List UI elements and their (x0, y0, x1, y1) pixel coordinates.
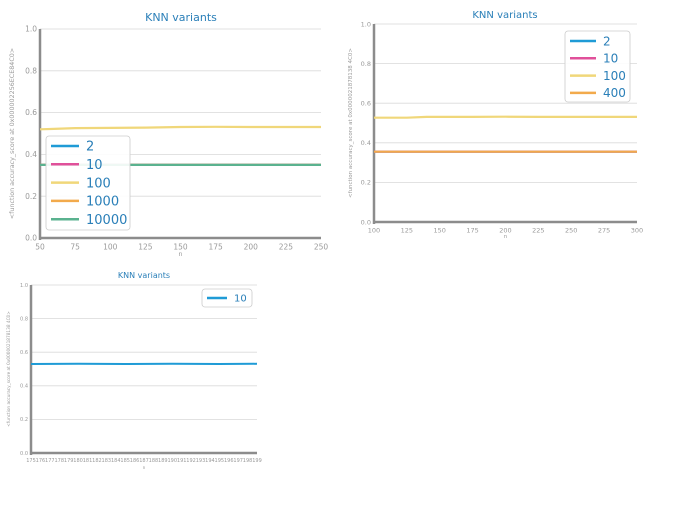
x-tick-label: 125 (401, 227, 413, 235)
x-tick-label: 181 (83, 458, 93, 464)
x-tick-label: 189 (158, 458, 168, 464)
x-tick-label: 175 (26, 458, 36, 464)
legend: 2 10 100 1000 10000 (45, 135, 131, 231)
y-axis-label: <function accuracy_score at 0x0000021878… (348, 48, 354, 198)
legend-label: 2 (603, 34, 611, 48)
y-tick-label: 1.0 (20, 283, 28, 289)
y-tick-label: 0.8 (25, 66, 37, 75)
x-tick-label: 186 (130, 458, 140, 464)
x-tick-label: 275 (598, 227, 610, 235)
series-line-100 (374, 115, 637, 119)
x-tick-label: 192 (186, 458, 196, 464)
x-tick-label: 75 (70, 243, 80, 252)
chart-title: KNN variants (472, 10, 537, 21)
x-tick-label: 194 (205, 458, 215, 464)
x-tick-label: 225 (532, 227, 544, 235)
legend-label: 400 (603, 86, 626, 100)
y-tick-label: 0.4 (20, 384, 28, 390)
x-tick-label: 176 (36, 458, 46, 464)
x-tick-label: 185 (120, 458, 130, 464)
y-tick-label: 0.0 (25, 234, 37, 243)
chart-2: 0.0 0.2 0.4 0.6 0.8 1.0 100 125 150 175 200 225 250 2… (348, 10, 643, 240)
legend-label: 10 (603, 52, 618, 66)
legend-label: 100 (603, 69, 626, 83)
x-tick-label: 178 (54, 458, 64, 464)
legend-label: 2 (86, 140, 94, 155)
chart-1: 0.00.20.40.60.81.050 75 100 125 150 175 200 225… (8, 11, 328, 258)
x-tick-label: 200 (499, 227, 511, 235)
y-tick-label: 0.0 (361, 218, 371, 226)
y-tick-label: 0.2 (25, 192, 37, 201)
x-tick-label: 200 (244, 243, 259, 252)
y-tick-label: 0.2 (20, 417, 28, 423)
y-tick-label: 0.6 (25, 108, 37, 117)
x-tick-label: 300 (631, 227, 643, 235)
x-tick-label: 50 (35, 243, 45, 252)
x-tick-label: 184 (111, 458, 121, 464)
x-tick-label: 150 (434, 227, 446, 235)
x-tick-label: 250 (314, 243, 329, 252)
x-tick-label: 198 (243, 458, 253, 464)
x-axis-label: n (178, 250, 182, 258)
x-tick-label: 177 (45, 458, 55, 464)
x-tick-label: 199 (252, 458, 262, 464)
y-tick-label: 1.0 (361, 20, 371, 28)
x-tick-label: 196 (224, 458, 234, 464)
y-tick-label: 0.4 (361, 139, 371, 147)
x-tick-label: 179 (64, 458, 74, 464)
y-tick-label: 0.4 (25, 150, 37, 159)
y-tick-label: 0.6 (20, 350, 28, 356)
legend-box (564, 30, 631, 103)
legend-label: 10000 (86, 213, 127, 228)
legend-label: 1000 (86, 195, 119, 210)
x-tick-label: 187 (139, 458, 149, 464)
x-tick-label: 195 (215, 458, 225, 464)
x-tick-label: 183 (102, 458, 112, 464)
x-tick-label: 193 (196, 458, 206, 464)
legend-box (45, 135, 131, 231)
x-axis-label: n (143, 466, 146, 471)
legend-label: 10 (86, 158, 103, 173)
y-tick-label: 0.2 (361, 179, 371, 187)
y-tick-label: 0.6 (361, 99, 371, 107)
x-tick-label: 175 (466, 227, 478, 235)
y-axis-label: <function accuracy_score at 0x000002256E… (8, 48, 16, 219)
legend-label: 100 (86, 176, 111, 191)
series-line-100 (39, 125, 321, 131)
legend: 10 (201, 288, 253, 308)
x-tick-label: 188 (149, 458, 159, 464)
x-tick-label: 190 (167, 458, 177, 464)
y-tick-label: 0.0 (20, 451, 28, 457)
y-axis-label: <function accuracy_score at 0x0000021878… (6, 311, 12, 427)
x-tick-label: 100 (103, 243, 118, 252)
y-tick-label: 0.8 (361, 60, 371, 68)
x-tick-label: 182 (92, 458, 102, 464)
x-tick-label: 180 (73, 458, 83, 464)
x-tick-label: 150 (173, 243, 188, 252)
x-tick-label: 197 (233, 458, 243, 464)
x-tick-label: 125 (138, 243, 153, 252)
x-tick-label: 175 (208, 243, 223, 252)
legend: 2 10 100 400 (564, 30, 631, 103)
chart-title: KNN variants (145, 11, 217, 24)
x-tick-label: 100 (368, 227, 380, 235)
chart-title: KNN variants (118, 271, 170, 280)
x-tick-label: 191 (177, 458, 187, 464)
x-tick-label: 225 (279, 243, 294, 252)
legend-label: 10 (234, 294, 247, 305)
y-tick-label: 0.8 (20, 316, 28, 322)
y-tick-label: 1.0 (25, 25, 37, 34)
x-tick-label: 250 (565, 227, 577, 235)
x-axis-label: n (504, 234, 508, 240)
